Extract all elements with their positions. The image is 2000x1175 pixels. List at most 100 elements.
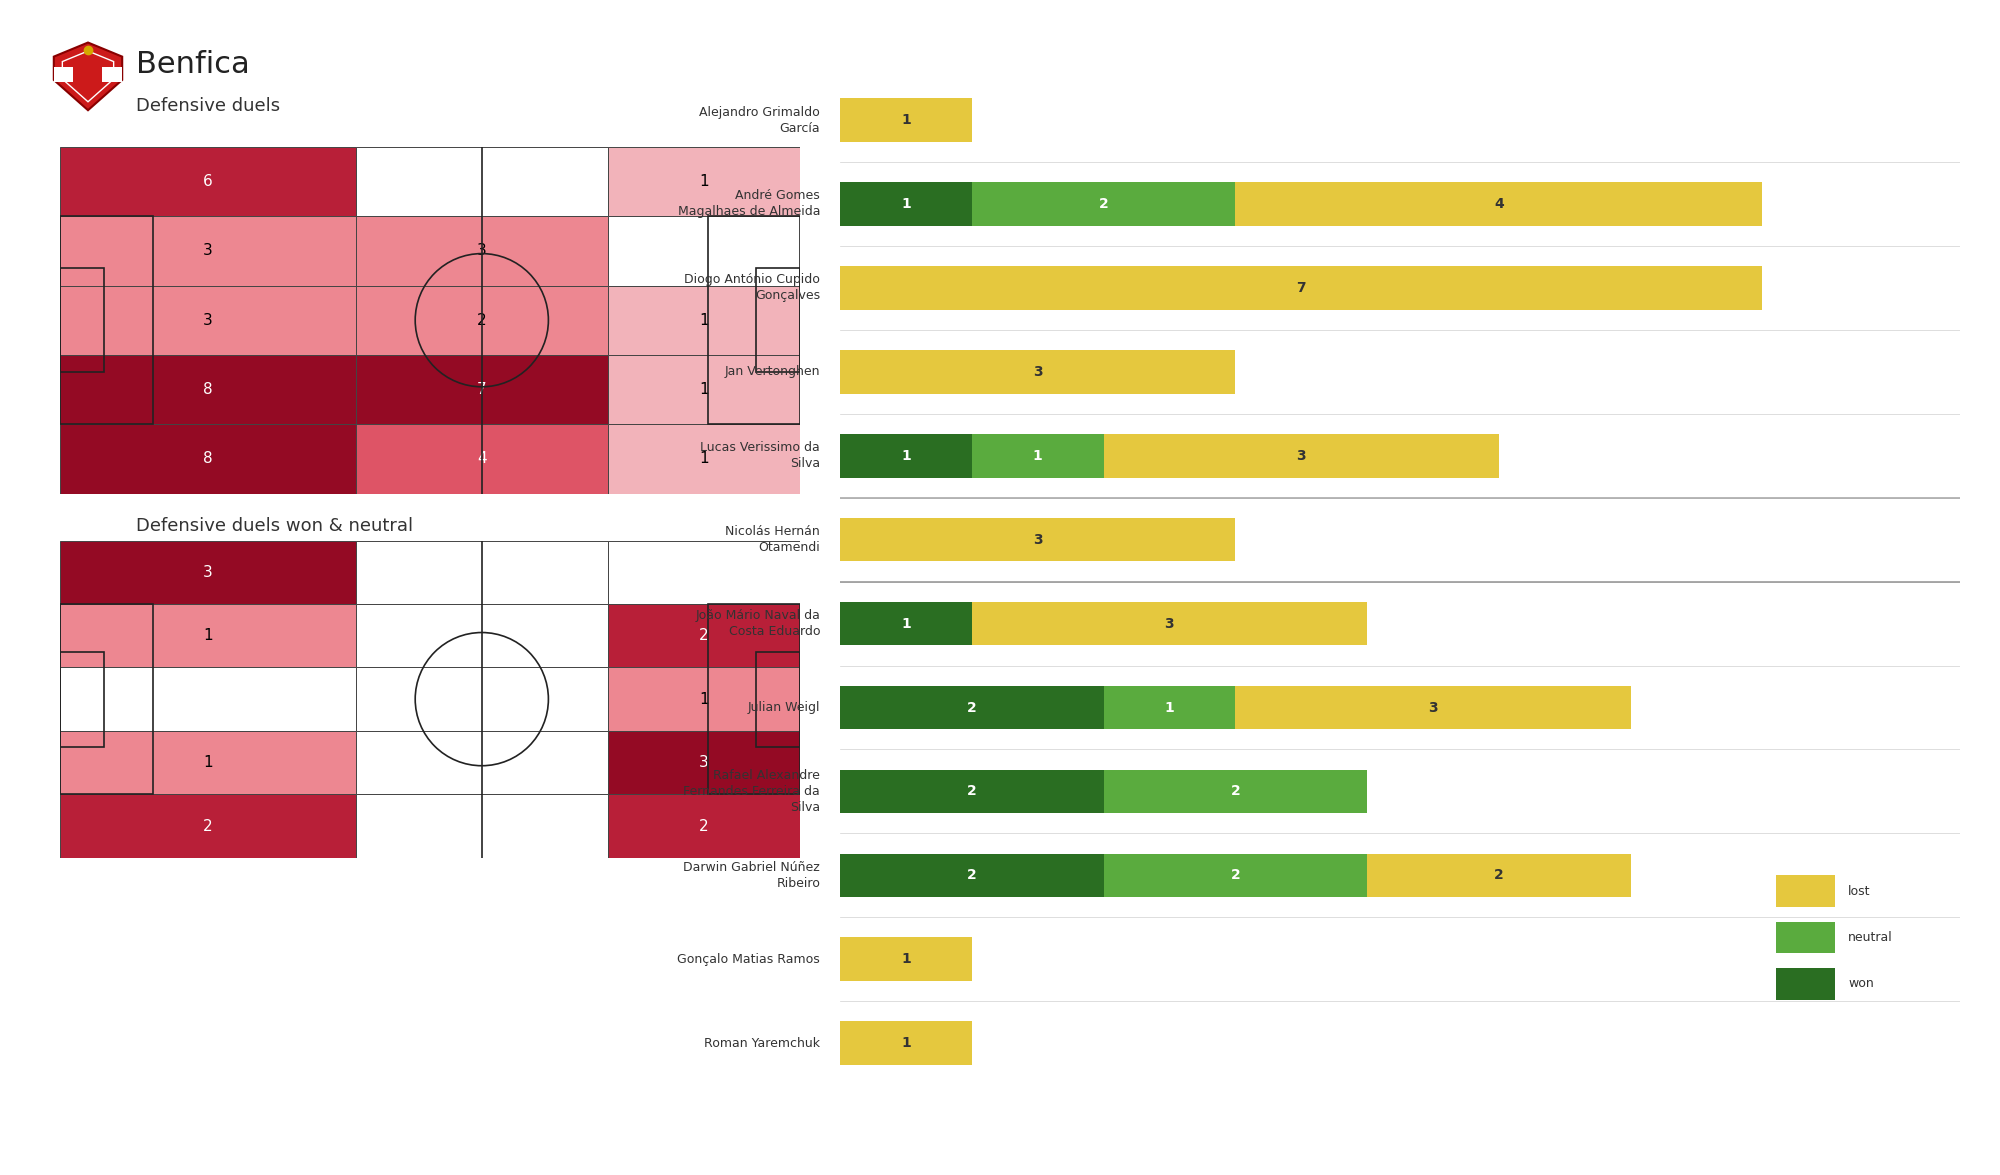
Text: Defensive duels: Defensive duels <box>136 96 280 115</box>
Bar <box>356 355 608 424</box>
Text: 2: 2 <box>204 819 212 833</box>
Bar <box>840 770 1104 813</box>
Text: 1: 1 <box>902 952 910 966</box>
Bar <box>60 286 356 355</box>
Text: 1: 1 <box>204 756 212 770</box>
Text: 2: 2 <box>698 819 708 833</box>
Text: Gonçalo Matias Ramos: Gonçalo Matias Ramos <box>678 953 820 966</box>
Bar <box>60 216 356 286</box>
Bar <box>608 731 800 794</box>
Bar <box>840 182 972 226</box>
Text: 3: 3 <box>698 756 708 770</box>
Text: 2: 2 <box>966 785 976 799</box>
Text: 7: 7 <box>1296 281 1306 295</box>
Text: 2: 2 <box>966 700 976 714</box>
Text: 2: 2 <box>1230 785 1240 799</box>
Bar <box>54 67 122 82</box>
Text: 7: 7 <box>476 382 486 397</box>
Text: 1: 1 <box>902 1036 910 1050</box>
Bar <box>840 1021 972 1065</box>
Text: 3: 3 <box>1164 617 1174 631</box>
Text: Rafael Alexandre
Fernandes Ferreira da
Silva: Rafael Alexandre Fernandes Ferreira da S… <box>684 768 820 814</box>
Bar <box>756 268 800 372</box>
Text: 4: 4 <box>476 451 486 466</box>
Bar <box>356 604 608 667</box>
Text: 1: 1 <box>1032 449 1042 463</box>
Bar <box>1104 434 1498 477</box>
Text: 4: 4 <box>1494 197 1504 212</box>
Bar <box>60 268 104 372</box>
Bar <box>356 286 608 355</box>
Text: 6: 6 <box>204 174 212 189</box>
Text: Roman Yaremchuk: Roman Yaremchuk <box>704 1036 820 1049</box>
Text: 8: 8 <box>204 451 212 466</box>
Text: won: won <box>1848 978 1874 991</box>
Bar <box>60 424 356 494</box>
Polygon shape <box>54 42 122 110</box>
Text: André Gomes
Magalhaes de Almeida: André Gomes Magalhaes de Almeida <box>678 189 820 219</box>
Text: Defensive duels won & neutral: Defensive duels won & neutral <box>136 517 414 536</box>
Bar <box>60 147 356 216</box>
Bar <box>1104 770 1368 813</box>
Bar <box>60 794 356 858</box>
Bar <box>60 667 356 731</box>
Bar <box>60 540 356 604</box>
Bar <box>708 216 800 424</box>
Text: Julian Weigl: Julian Weigl <box>748 701 820 714</box>
Bar <box>72 67 102 82</box>
Bar <box>356 424 608 494</box>
Bar <box>60 651 104 747</box>
Bar <box>60 604 152 794</box>
Bar <box>608 540 800 604</box>
Text: Darwin Gabriel Núñez
Ribeiro: Darwin Gabriel Núñez Ribeiro <box>684 861 820 889</box>
Bar <box>608 794 800 858</box>
Bar <box>608 355 800 424</box>
Bar <box>356 794 608 858</box>
Text: 1: 1 <box>698 692 708 706</box>
Text: 3: 3 <box>204 313 212 328</box>
Bar <box>1104 686 1236 730</box>
Text: Diogo António Cupido
Gonçalves: Diogo António Cupido Gonçalves <box>684 274 820 302</box>
Bar <box>1776 921 1834 953</box>
Text: João Mário Naval da
Costa Eduardo: João Mário Naval da Costa Eduardo <box>696 609 820 638</box>
Text: 2: 2 <box>1230 868 1240 882</box>
Text: 1: 1 <box>698 174 708 189</box>
Text: 1: 1 <box>698 451 708 466</box>
Text: Nicolás Hernán
Otamendi: Nicolás Hernán Otamendi <box>726 525 820 555</box>
Text: 3: 3 <box>204 565 212 579</box>
Bar <box>1236 182 1762 226</box>
Text: 3: 3 <box>1032 364 1042 378</box>
Bar <box>356 147 608 216</box>
Text: Benfica: Benfica <box>136 51 250 79</box>
Text: lost: lost <box>1848 885 1870 898</box>
Bar <box>972 602 1368 645</box>
Text: 3: 3 <box>204 243 212 258</box>
Text: 3: 3 <box>1296 449 1306 463</box>
Bar <box>60 216 152 424</box>
Bar <box>1776 875 1834 907</box>
Text: neutral: neutral <box>1848 931 1892 944</box>
Bar <box>840 434 972 477</box>
Bar <box>756 651 800 747</box>
Bar <box>356 216 608 286</box>
Text: 1: 1 <box>902 449 910 463</box>
Bar <box>60 604 356 667</box>
Bar <box>356 731 608 794</box>
Bar <box>60 355 356 424</box>
Bar <box>840 99 972 142</box>
Text: 2: 2 <box>1494 868 1504 882</box>
Text: 2: 2 <box>476 313 486 328</box>
Bar <box>840 853 1104 898</box>
Bar <box>356 540 608 604</box>
Bar <box>840 518 1236 562</box>
Bar <box>840 602 972 645</box>
Text: Alejandro Grimaldo
García: Alejandro Grimaldo García <box>700 106 820 134</box>
Text: 1: 1 <box>902 113 910 127</box>
Bar <box>60 731 356 794</box>
Bar <box>608 216 800 286</box>
Text: 2: 2 <box>1098 197 1108 212</box>
Text: 1: 1 <box>902 617 910 631</box>
Bar <box>608 604 800 667</box>
Bar <box>972 182 1236 226</box>
Bar <box>608 286 800 355</box>
